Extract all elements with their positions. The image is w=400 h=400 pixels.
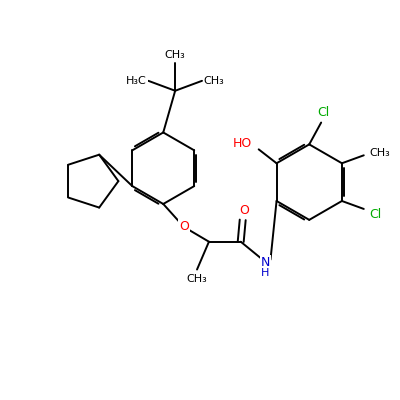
Text: HO: HO <box>233 137 252 150</box>
Text: CH₃: CH₃ <box>165 50 186 60</box>
Text: H₃C: H₃C <box>126 76 147 86</box>
Text: CH₃: CH₃ <box>204 76 224 86</box>
Text: Cl: Cl <box>370 208 382 221</box>
Text: O: O <box>240 204 250 218</box>
Text: O: O <box>179 220 189 233</box>
Text: CH₃: CH₃ <box>369 148 390 158</box>
Text: CH₃: CH₃ <box>187 274 207 284</box>
Text: Cl: Cl <box>317 106 329 119</box>
Text: N: N <box>261 256 270 269</box>
Text: H: H <box>261 268 270 278</box>
